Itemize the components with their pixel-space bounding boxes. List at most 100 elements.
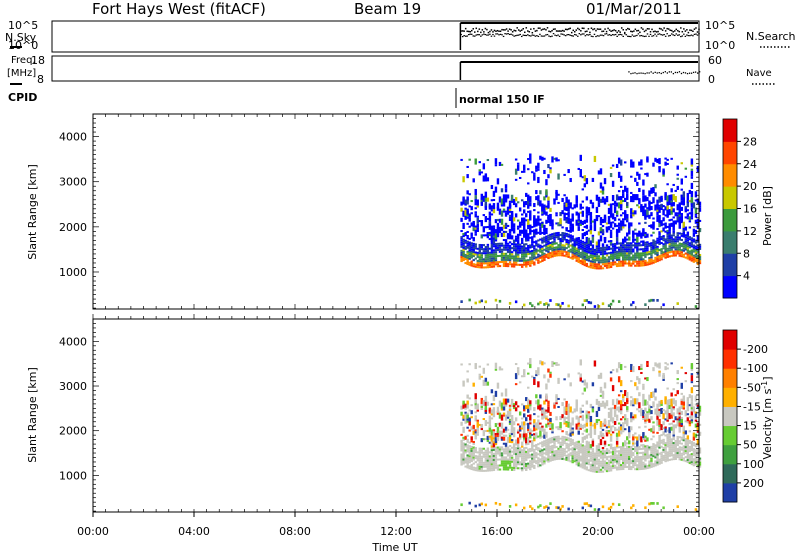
power-echo-cell (492, 249, 496, 252)
power-echo-cell (545, 253, 548, 256)
power-echo-cell (607, 260, 611, 263)
velocity-echo-cell (537, 415, 540, 418)
velocity-echo-cell (516, 451, 520, 454)
power-echo-cell (630, 246, 633, 249)
velocity-echo-cell (678, 448, 681, 451)
velocity-echo-cell (476, 455, 479, 458)
power-echo-cell (506, 206, 510, 213)
velocity-echo-cell (516, 461, 520, 464)
velocity-echo-cell (482, 379, 486, 386)
power-echo-cell (634, 242, 637, 245)
power-echo-cell (634, 260, 637, 263)
velocity-echo-cell (628, 461, 631, 464)
power-echo-cell (508, 208, 512, 211)
power-echo-cell (583, 299, 587, 302)
velocity-echo-cell (601, 458, 605, 461)
power-echo-cell (462, 246, 465, 249)
power-echo-cell (642, 240, 645, 243)
nsearch-trace-dot (507, 30, 509, 32)
power-echo-cell (698, 219, 702, 222)
velocity-echo-cell (496, 466, 500, 469)
power-echo-cell (603, 260, 607, 263)
power-echo-cell (539, 301, 542, 304)
power-echo-cell (581, 229, 585, 232)
nsearch-trace-dot (661, 29, 664, 31)
velocity-echo-cell (599, 388, 603, 393)
power-echo-cell (502, 224, 506, 229)
power-echo-cell (567, 249, 570, 252)
velocity-echo-cell (698, 431, 702, 434)
velocity-echo-cell (553, 402, 556, 405)
velocity-echo-cell (597, 470, 601, 473)
colorbar-swatch (723, 275, 737, 299)
velocity-echo-cell (615, 434, 619, 441)
nsearch-trace-dot (467, 30, 470, 33)
velocity-echo-cell (601, 450, 605, 453)
power-echo-cell (668, 243, 671, 246)
power-echo-cell (484, 234, 488, 237)
power-echo-cell (607, 203, 611, 206)
nsearch-trace-dot (611, 29, 614, 32)
nsearch-trace-dot (478, 28, 481, 30)
nsearch-trace-dot (631, 30, 634, 33)
velocity-echo-cell (638, 378, 641, 385)
velocity-echo-cell (525, 452, 528, 455)
power-echo-cell (664, 254, 667, 257)
velocity-echo-cell (652, 465, 655, 468)
velocity-echo-cell (626, 457, 629, 460)
nsearch-trace-dot (693, 33, 696, 35)
velocity-echo-cell (597, 508, 601, 511)
power-echo-cell (603, 256, 607, 259)
power-echo-cell (470, 254, 473, 257)
power-echo-cell (468, 298, 471, 302)
velocity-echo-cell (624, 461, 627, 464)
velocity-echo-cell (698, 461, 702, 464)
power-echo-cell (611, 247, 615, 250)
nsearch-trace-dot (460, 33, 462, 36)
velocity-echo-cell (512, 421, 516, 426)
nave-trace-dot (678, 71, 681, 73)
power-echo-cell (676, 238, 679, 241)
velocity-echo-cell (599, 470, 603, 473)
power-echo-cell (464, 241, 467, 244)
power-echo-cell (476, 247, 479, 250)
power-echo-cell (662, 247, 665, 250)
power-echo-cell (549, 224, 552, 227)
velocity-echo-cell (577, 422, 580, 427)
power-echo-cell (688, 254, 692, 257)
power-echo-cell (634, 244, 637, 247)
velocity-echo-cell (640, 444, 643, 447)
power-echo-cell (621, 264, 625, 267)
power-echo-cell (547, 246, 550, 249)
power-echo-cell (581, 233, 585, 240)
power-echo-cell (514, 247, 518, 250)
power-echo-cell (662, 245, 665, 248)
velocity-echo-cell (563, 442, 566, 445)
power-echo-cell (613, 253, 617, 256)
power-echo-cell (587, 207, 591, 210)
velocity-echo-cell (472, 466, 475, 469)
velocity-echo-cell (569, 460, 572, 463)
nave-trace-dot (699, 71, 701, 73)
velocity-echo-cell (692, 452, 696, 455)
velocity-echo-cell (537, 465, 540, 468)
velocity-echo-cell (587, 433, 591, 436)
power-echo-cell (664, 256, 667, 259)
velocity-echo-cell (694, 395, 698, 402)
power-echo-cell (646, 197, 649, 202)
power-echo-cell (692, 228, 696, 233)
velocity-echo-cell (514, 401, 518, 406)
power-echo-cell (694, 247, 698, 250)
velocity-echo-cell (514, 503, 518, 507)
velocity-echo-cell (514, 461, 518, 464)
nsearch-trace-dot (664, 30, 667, 32)
power-echo-cell (585, 224, 589, 229)
power-echo-cell (512, 263, 516, 266)
velocity-echo-cell (658, 424, 661, 427)
velocity-echo-cell (696, 422, 700, 427)
velocity-echo-cell (466, 412, 469, 415)
velocity-echo-cell (492, 460, 496, 463)
power-echo-cell (520, 237, 524, 242)
velocity-echo-cell (492, 454, 496, 457)
power-echo-cell (464, 253, 467, 256)
